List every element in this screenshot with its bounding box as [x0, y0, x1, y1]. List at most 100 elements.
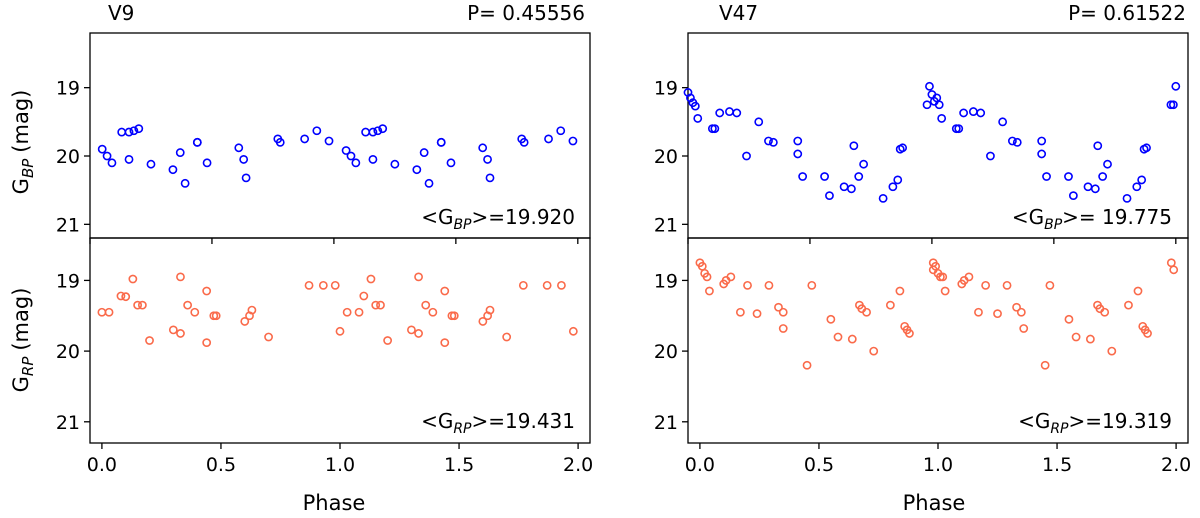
data-point: [1124, 300, 1133, 310]
ylabel-gbp-sub: BP: [19, 158, 37, 178]
data-point: [1090, 184, 1100, 194]
xlabel-right: Phase: [903, 491, 966, 515]
data-point: [764, 280, 774, 290]
data-point: [371, 300, 381, 310]
data-point: [1037, 149, 1047, 159]
data-point: [168, 325, 178, 335]
data-point: [1093, 141, 1103, 151]
data-point: [839, 182, 849, 192]
data-point: [725, 107, 734, 116]
data-point: [1012, 137, 1022, 147]
data-point: [1143, 329, 1152, 338]
data-point: [190, 307, 200, 317]
data-point: [934, 100, 944, 110]
data-point: [366, 274, 376, 284]
data-point: [938, 272, 948, 282]
x-tick-label: 1.5: [444, 454, 474, 476]
data-point: [518, 280, 528, 290]
annotation-prefix: <G: [1012, 205, 1044, 229]
ylabel-gbp-main: G: [9, 178, 33, 194]
data-point: [1064, 172, 1073, 181]
annotation-suffix: >=19.319: [1069, 409, 1173, 433]
data-point: [146, 159, 156, 169]
data-point: [102, 151, 112, 161]
data-point: [104, 307, 114, 317]
data-point: [368, 155, 378, 164]
data-point: [940, 286, 950, 296]
y-tick-label: 19: [654, 270, 678, 292]
annotation-prefix: <G: [421, 409, 453, 433]
data-point: [275, 137, 285, 147]
data-point: [968, 107, 978, 116]
data-point: [925, 81, 934, 91]
data-point: [407, 325, 416, 335]
annotation-prefix: <G: [421, 205, 453, 229]
panel-period-v47: P= 0.61522: [1068, 1, 1186, 25]
data-point: [893, 175, 903, 185]
data-point: [180, 178, 190, 188]
data-point: [556, 126, 566, 136]
data-point: [1122, 193, 1132, 203]
data-point: [1132, 182, 1142, 192]
data-point: [361, 127, 371, 137]
data-point: [764, 136, 773, 146]
panel-period-v9: P= 0.45556: [467, 1, 585, 25]
data-point: [446, 158, 456, 168]
data-point: [211, 311, 221, 321]
data-point: [121, 292, 131, 302]
data-point: [768, 137, 778, 147]
data-point: [895, 286, 905, 296]
data-point: [1064, 314, 1074, 324]
data-point: [342, 307, 352, 317]
data-point: [568, 136, 578, 146]
data-point: [1103, 159, 1112, 169]
data-point: [1019, 324, 1029, 333]
data-point: [826, 314, 836, 324]
data-point: [240, 317, 250, 326]
data-point: [798, 172, 808, 181]
data-point: [421, 300, 431, 310]
data-point: [128, 274, 138, 284]
data-point: [981, 280, 991, 290]
y-tick-label: 19: [654, 78, 678, 100]
data-point: [974, 307, 983, 317]
data-point: [335, 326, 345, 336]
x-tick-label: 0.5: [804, 454, 834, 476]
data-point: [778, 307, 788, 317]
data-point: [993, 309, 1002, 319]
data-point: [1100, 307, 1110, 317]
data-point: [359, 291, 369, 301]
data-point: [820, 172, 829, 181]
data-point: [847, 184, 856, 194]
data-point: [878, 193, 888, 203]
data-point: [341, 146, 351, 155]
data-point: [702, 272, 712, 282]
data-point: [97, 144, 107, 154]
annotation-mean-grp-v47: <GRP>=19.319: [1018, 409, 1172, 437]
data-point: [869, 346, 879, 356]
data-point: [690, 101, 700, 111]
data-point: [107, 158, 117, 168]
x-tick-label: 2.0: [563, 454, 593, 476]
data-point: [449, 311, 459, 321]
x-tick-label: 2.0: [1161, 454, 1191, 476]
data-point: [129, 126, 139, 136]
data-point: [557, 280, 566, 290]
data-point: [183, 300, 193, 310]
data-point: [778, 324, 788, 333]
data-point: [192, 137, 202, 147]
annotation-mean-grp-v9: <GRP>=19.431: [421, 409, 575, 437]
data-point: [312, 126, 322, 136]
data-point: [117, 127, 127, 137]
x-tick-label: 0.0: [87, 454, 117, 476]
data-point: [478, 317, 488, 326]
data-point: [264, 332, 273, 342]
data-point: [478, 143, 488, 153]
data-point: [1171, 81, 1181, 91]
data-point: [922, 100, 932, 110]
annotation-prefix: <G: [1018, 409, 1050, 433]
ylabel-grp-sub: RP: [19, 356, 37, 376]
data-point: [568, 326, 578, 336]
data-point: [414, 329, 423, 338]
ylabel-grp: GRP (mag): [9, 288, 37, 393]
